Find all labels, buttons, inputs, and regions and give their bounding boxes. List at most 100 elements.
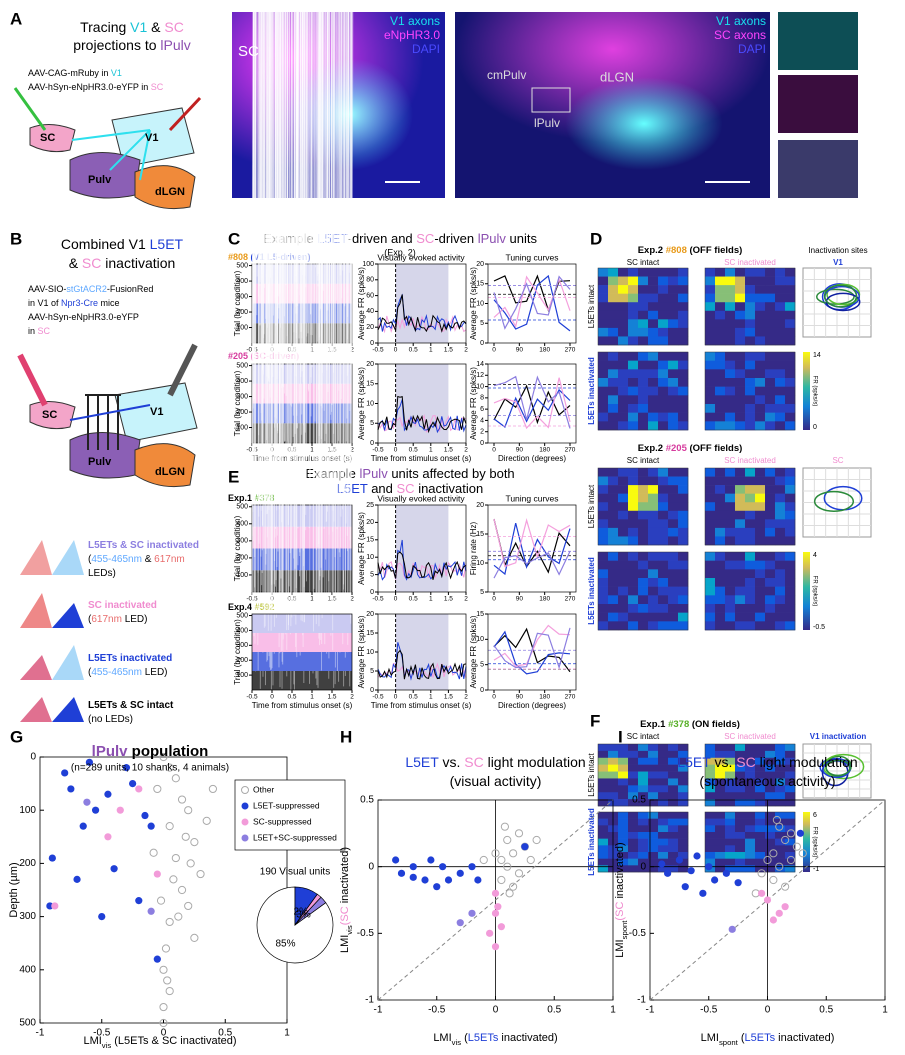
heatmap-cell xyxy=(735,502,746,512)
heatmap-cell xyxy=(735,412,746,422)
heatmap-cell xyxy=(618,293,629,303)
heatmap-cell xyxy=(618,757,629,765)
text-run: SC xyxy=(397,481,415,496)
spike xyxy=(254,0,257,588)
axis-label: Time from stimulus onset (s) xyxy=(371,454,472,463)
heatmap-cell xyxy=(715,378,726,387)
point xyxy=(781,903,789,911)
heatmap-cell xyxy=(775,757,786,765)
heatmap-cell xyxy=(735,744,746,752)
heatmap-cell xyxy=(638,764,649,772)
spike xyxy=(326,0,329,269)
spike xyxy=(296,0,299,429)
spike xyxy=(251,0,254,398)
spike xyxy=(257,0,260,645)
spike xyxy=(333,0,336,522)
heatmap-cell xyxy=(648,764,659,772)
heatmap-cell xyxy=(638,560,649,570)
spike xyxy=(299,0,302,656)
row-label: L5ETs intact xyxy=(587,284,596,328)
heatmap-cell xyxy=(775,327,786,337)
tick-label: 0 xyxy=(394,596,398,603)
site-label: V1 xyxy=(833,258,843,267)
spike xyxy=(270,0,273,670)
y-tick-label: 0 xyxy=(368,861,374,872)
text-run: inactivated) xyxy=(498,1032,557,1044)
heatmap-cell xyxy=(678,792,689,800)
tick-label: 10 xyxy=(476,636,484,643)
heatmap-cell xyxy=(608,293,619,303)
spike xyxy=(300,0,303,403)
text-run: units affected by both xyxy=(388,466,515,481)
heatmap-cell xyxy=(598,268,609,277)
heatmap-cell xyxy=(648,502,659,512)
spike xyxy=(342,0,345,271)
spike xyxy=(268,0,271,657)
spike xyxy=(264,0,267,288)
spike xyxy=(282,0,285,651)
tick-label: 5 xyxy=(480,320,484,327)
heatmap-cell xyxy=(765,327,776,337)
tick-label: 5 xyxy=(480,662,484,669)
tick-label: 270 xyxy=(565,694,576,701)
heatmap-cell xyxy=(668,378,679,387)
heatmap-cell xyxy=(705,832,716,839)
pie-slice xyxy=(294,896,327,926)
heatmap-cell xyxy=(755,825,766,833)
heatmap-cell xyxy=(608,578,619,587)
spike xyxy=(276,0,279,511)
text-run: light modulation xyxy=(756,754,858,770)
heatmap-cell xyxy=(598,845,609,853)
heatmap-cell xyxy=(725,750,736,759)
heatmap-cell xyxy=(745,865,756,873)
point xyxy=(693,852,701,860)
tick-label: 1.5 xyxy=(327,596,336,603)
heatmap-cell xyxy=(618,595,629,605)
axis-box xyxy=(251,504,353,593)
heatmap-cell xyxy=(765,818,776,826)
spike xyxy=(338,0,341,553)
tick-label: 0 xyxy=(394,694,398,701)
heatmap-cell xyxy=(618,352,629,361)
heatmap-cell xyxy=(618,493,629,503)
heatmap-cell xyxy=(598,778,609,786)
spike xyxy=(289,0,292,635)
heatmap-cell xyxy=(648,792,659,800)
text-run: (L5ETs & SC inactivated) xyxy=(111,1035,236,1047)
heatmap-cell xyxy=(725,799,736,807)
heatmap-cell xyxy=(745,404,756,413)
heatmap-cell xyxy=(755,586,766,596)
tick-label: 4 xyxy=(480,417,484,424)
heatmap-cell xyxy=(735,825,746,833)
heatmap-cell xyxy=(648,552,659,561)
spike xyxy=(326,0,329,371)
heatmap-cell xyxy=(598,560,609,570)
heatmap-cell xyxy=(678,812,689,819)
tick-label: 2 xyxy=(350,447,354,454)
text-run: light modulation xyxy=(484,754,586,770)
spike xyxy=(330,0,333,420)
heatmap-cell xyxy=(705,310,716,320)
point xyxy=(186,859,195,868)
axis-box xyxy=(487,613,577,691)
heatmap-cell xyxy=(648,578,659,587)
tick-label: 100 xyxy=(362,261,374,268)
spike xyxy=(255,0,258,672)
heatmap-cell xyxy=(668,569,679,579)
row-label: L5ETs inactivated xyxy=(587,557,596,625)
heatmap-cell xyxy=(745,369,756,379)
heatmap-cell xyxy=(765,612,776,622)
heatmap-cell xyxy=(785,527,796,537)
colorbar-label: FR (spks/s) xyxy=(811,376,817,407)
spike xyxy=(275,0,278,581)
spike xyxy=(312,0,315,674)
heatmap-cell xyxy=(678,612,689,622)
tuning-curve xyxy=(493,518,571,574)
heatmap-cell xyxy=(785,369,796,379)
text-run: #808 xyxy=(666,245,687,256)
spike xyxy=(328,0,331,385)
heatmap-cell xyxy=(598,604,609,613)
heatmap-cell xyxy=(598,360,609,370)
tick-label: 1.5 xyxy=(327,347,336,354)
heatmap-cell xyxy=(638,818,649,826)
